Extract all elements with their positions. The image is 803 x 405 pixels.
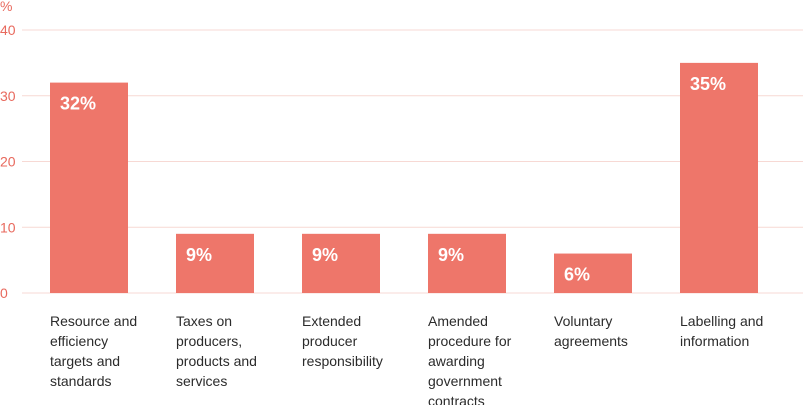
category-label-line: producers, — [176, 333, 242, 349]
gridlines — [22, 29, 803, 294]
category-label-line: Amended — [428, 313, 488, 329]
y-tick-label: 40 — [0, 22, 16, 38]
category-labels: Resource and efficiency targets and standar… — [50, 313, 763, 405]
category-label: Resource and efficiency targets and standar… — [50, 313, 137, 389]
category-label-line: Labelling and — [680, 313, 763, 329]
bar — [554, 253, 632, 293]
bar-value-label: 9% — [186, 245, 212, 265]
category-label-line: standards — [50, 373, 111, 389]
category-label: Labelling and information — [680, 313, 763, 349]
bar — [428, 233, 506, 293]
y-axis-ticks: 0 10 20 30 40 — [0, 22, 16, 301]
y-axis-unit-label: % — [0, 0, 12, 14]
category-label: Voluntary agreements — [554, 313, 628, 349]
category-label-line: information — [680, 333, 749, 349]
category-label-line: producer — [302, 333, 358, 349]
bars: 32% 9% 9% 9% 6% 35% — [50, 62, 758, 293]
category-label-line: Extended — [302, 313, 361, 329]
category-label-line: Resource and — [50, 313, 137, 329]
category-label-line: responsibility — [302, 353, 383, 369]
category-label-line: targets and — [50, 353, 120, 369]
y-tick-label: 30 — [0, 88, 16, 104]
category-label-line: Voluntary — [554, 313, 612, 329]
category-label-line: services — [176, 373, 227, 389]
category-label-line: efficiency — [50, 333, 108, 349]
category-label-line: products and — [176, 353, 257, 369]
bar-value-label: 6% — [564, 265, 590, 285]
category-label-line: procedure for — [428, 333, 512, 349]
bar-value-label: 9% — [438, 245, 464, 265]
bar-value-label: 32% — [60, 94, 96, 114]
category-label: Extended producer responsibility — [302, 313, 383, 369]
bar — [680, 62, 758, 293]
category-label-line: government — [428, 373, 502, 389]
category-label-line: Taxes on — [176, 313, 232, 329]
y-tick-label: 0 — [0, 285, 8, 301]
bar — [50, 82, 128, 293]
bar-value-label: 9% — [312, 245, 338, 265]
category-label-line: contracts — [428, 393, 485, 405]
y-tick-label: 10 — [0, 219, 16, 235]
category-label: Amended procedure for awarding government co… — [428, 313, 512, 405]
category-label-line: agreements — [554, 333, 628, 349]
bar — [302, 233, 380, 293]
category-label: Taxes on producers, products and services — [176, 313, 257, 389]
bar — [176, 233, 254, 293]
y-tick-label: 20 — [0, 154, 16, 170]
bar-value-label: 35% — [690, 74, 726, 94]
category-label-line: awarding — [428, 353, 485, 369]
